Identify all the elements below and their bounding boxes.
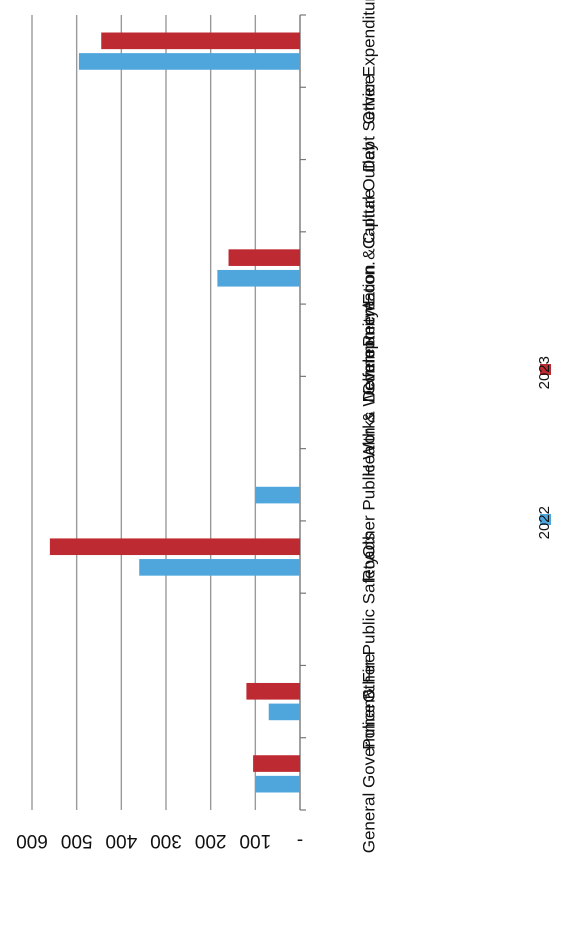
category-label: Other Expenditures bbox=[359, 0, 378, 124]
value-tick-label: 600 bbox=[16, 830, 48, 851]
category-label: Recreation & Culture bbox=[359, 189, 378, 347]
category-label: General Government bbox=[359, 694, 378, 853]
bar-2023 bbox=[253, 755, 300, 772]
bar-2022 bbox=[217, 269, 300, 287]
bar-2023 bbox=[101, 32, 300, 50]
value-tick-label: 400 bbox=[105, 830, 137, 851]
category-label: Roads bbox=[359, 532, 378, 581]
bar-2023 bbox=[246, 682, 300, 700]
bar-2023 bbox=[228, 249, 300, 266]
category-label: Development bbox=[359, 302, 378, 402]
category-label: Debt Service bbox=[359, 75, 378, 172]
bar-2022 bbox=[78, 53, 300, 70]
value-tick-label: - bbox=[297, 830, 303, 851]
value-tick-label: 500 bbox=[61, 830, 93, 851]
legend-swatch-2022 bbox=[540, 514, 551, 525]
value-tick-label: 200 bbox=[195, 830, 227, 851]
category-label: Health & Welfare bbox=[359, 348, 378, 476]
category-label: Capital Outlay bbox=[359, 142, 378, 249]
category-label: Police & Fire bbox=[359, 653, 378, 749]
category-label: Other Public Safety bbox=[359, 556, 378, 703]
bar-2023 bbox=[49, 538, 300, 556]
bar-2022 bbox=[268, 703, 300, 721]
value-tick-label: 300 bbox=[150, 830, 182, 851]
legend-swatch-2023 bbox=[540, 364, 551, 375]
bar-2022 bbox=[255, 486, 300, 504]
category-label: Community/Econ. bbox=[359, 261, 378, 395]
category-label: Other Public Works bbox=[359, 412, 378, 558]
legend-label: 2023 bbox=[536, 356, 553, 389]
value-tick-label: 100 bbox=[239, 830, 271, 851]
bar-2022 bbox=[255, 775, 300, 793]
bar-2022 bbox=[139, 559, 300, 576]
legend-label: 2022 bbox=[536, 506, 553, 539]
